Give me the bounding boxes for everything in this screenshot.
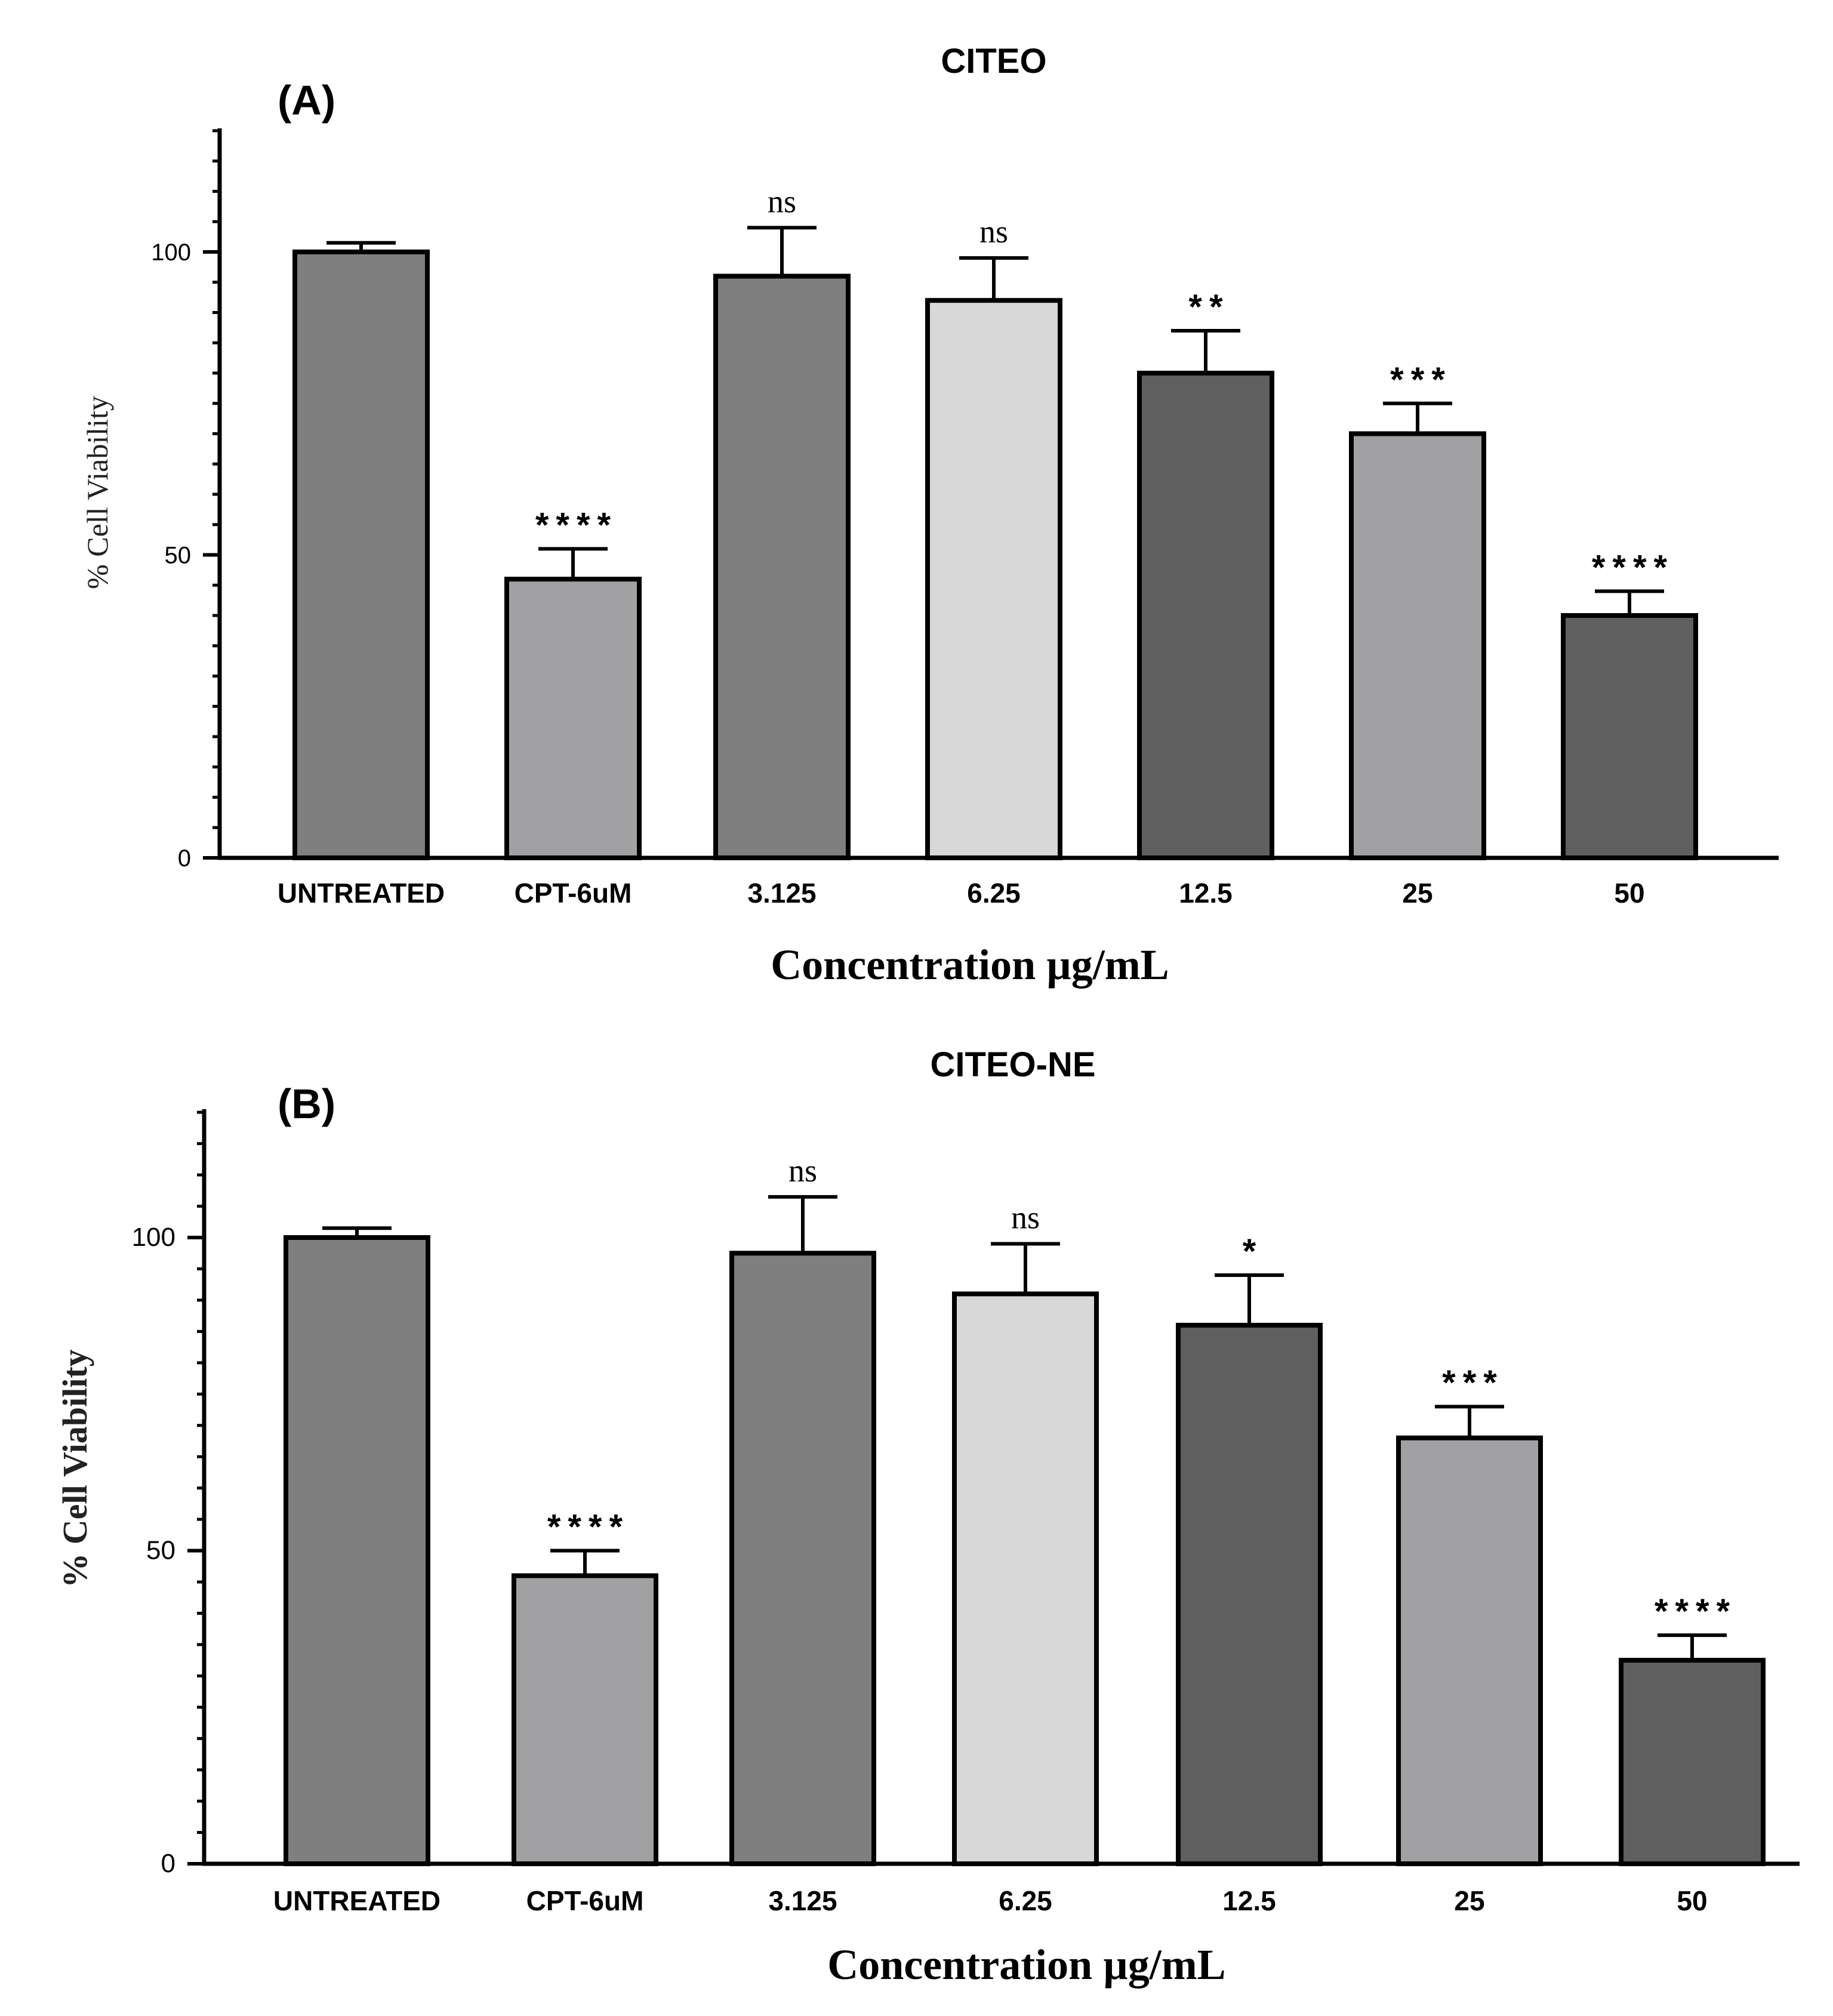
panel-b-y-tick-label: 0 xyxy=(161,1849,175,1878)
panel-a-x-tick-label: 3.125 xyxy=(747,878,816,909)
panel-a-bar-6-25 xyxy=(925,298,1062,860)
panel-a-x-tick-label: CPT-6uM xyxy=(515,878,632,909)
panel-b-significance-label: * xyxy=(1243,1232,1264,1271)
panel-b-x-tick-label: 12.5 xyxy=(1222,1885,1276,1916)
panel-a-significance-label: **** xyxy=(1592,548,1674,587)
panel-a-bar-cpt-6um xyxy=(504,577,642,860)
panel-a-x-axis-label: Concentration µg/mL xyxy=(771,941,1169,989)
panel-a-significance-label: *** xyxy=(1390,361,1452,399)
panel-a-bar-untreated xyxy=(292,250,430,860)
panel-a-significance-label: ns xyxy=(979,214,1008,250)
panel-b-x-tick-label: 50 xyxy=(1677,1885,1707,1916)
panel-b-x-tick-label: 3.125 xyxy=(768,1885,837,1916)
panel-b-significance-label: **** xyxy=(547,1508,630,1547)
panel-a-y-tick-label: 100 xyxy=(151,239,191,266)
panel-b-x-tick-label: 6.25 xyxy=(999,1885,1052,1916)
panel-b-significance-label: ns xyxy=(1011,1199,1040,1235)
panel-b-chart: (B) CITEO-NE Concentration µg/mL % Cell … xyxy=(56,1045,1800,1989)
panel-b-bar-50 xyxy=(1619,1658,1766,1866)
panel-a-y-tick-label: 0 xyxy=(178,845,191,872)
panel-b-y-tick-label: 100 xyxy=(132,1223,175,1252)
panel-b-bar-3-125 xyxy=(729,1251,876,1867)
panel-a-x-tick-label: UNTREATED xyxy=(278,878,445,909)
panel-b-bar-cpt-6um xyxy=(512,1573,658,1866)
panel-a-significance-label: ** xyxy=(1188,288,1230,327)
panel-b-x-axis-label: Concentration µg/mL xyxy=(827,1941,1225,1989)
panel-b-bar-25 xyxy=(1396,1435,1543,1866)
panel-b-significance-label: ns xyxy=(788,1153,817,1189)
panel-b-bar-12-5 xyxy=(1176,1322,1323,1867)
panel-a-chart: (A) CITEO Concentration µg/mL % Cell Via… xyxy=(81,42,1779,989)
panel-a-x-tick-label: 12.5 xyxy=(1179,878,1233,909)
panel-b-bar-6-25 xyxy=(952,1291,1099,1866)
panel-a-label: (A) xyxy=(278,77,335,124)
panel-a-significance-label: **** xyxy=(535,506,618,544)
panel-b-x-tick-label: 25 xyxy=(1454,1885,1484,1916)
panel-b-x-tick-label: UNTREATED xyxy=(273,1885,440,1916)
panel-a-x-tick-label: 50 xyxy=(1614,878,1644,909)
panel-b-title: CITEO-NE xyxy=(930,1045,1095,1084)
panel-a-bar-3-125 xyxy=(713,273,851,861)
panel-a-bar-50 xyxy=(1561,613,1698,860)
panel-b-significance-label: **** xyxy=(1655,1592,1737,1631)
panel-b-x-tick-label: CPT-6uM xyxy=(526,1885,644,1916)
panel-a-title: CITEO xyxy=(941,42,1046,81)
panel-b-significance-label: *** xyxy=(1442,1364,1504,1402)
panel-a-y-axis-label: % Cell Viability xyxy=(81,396,114,589)
panel-a-significance-label: ns xyxy=(768,183,796,219)
panel-a-x-tick-label: 6.25 xyxy=(967,878,1021,909)
panel-b-label: (B) xyxy=(278,1081,335,1127)
panel-b-y-axis-label: % Cell Viability xyxy=(56,1349,94,1588)
panel-a-y-tick-label: 50 xyxy=(165,543,192,569)
panel-a-bar-25 xyxy=(1349,431,1486,860)
panel-a-x-tick-label: 25 xyxy=(1402,878,1432,909)
panel-b-bar-untreated xyxy=(284,1235,430,1866)
panel-b-y-tick-label: 50 xyxy=(146,1536,175,1565)
panel-a-bar-12-5 xyxy=(1137,371,1274,860)
